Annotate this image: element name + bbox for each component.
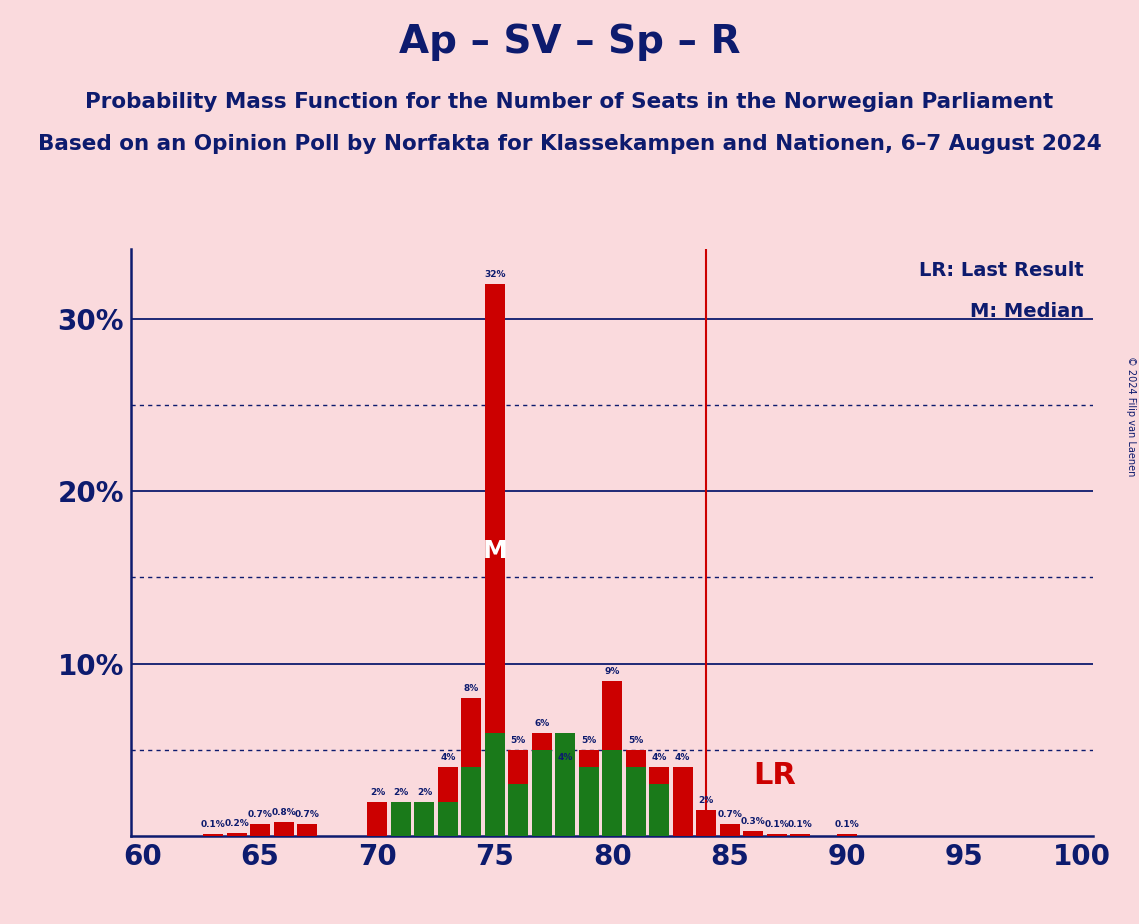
Text: LR: Last Result: LR: Last Result <box>919 261 1084 280</box>
Text: 0.1%: 0.1% <box>788 821 812 830</box>
Text: M: M <box>483 540 507 564</box>
Text: 5%: 5% <box>581 736 597 745</box>
Bar <box>227 833 247 836</box>
Bar <box>368 802 387 836</box>
Text: 9%: 9% <box>605 667 620 675</box>
Bar <box>603 750 622 836</box>
Text: 8%: 8% <box>464 684 480 693</box>
Bar <box>743 831 763 836</box>
Bar <box>790 834 810 836</box>
Text: 5%: 5% <box>510 736 526 745</box>
Text: 4%: 4% <box>675 753 690 762</box>
Text: Ap – SV – Sp – R: Ap – SV – Sp – R <box>399 23 740 61</box>
Bar <box>532 750 551 836</box>
Text: 0.7%: 0.7% <box>295 810 319 819</box>
Text: 32%: 32% <box>484 270 506 279</box>
Bar <box>696 810 716 836</box>
Bar <box>391 802 411 836</box>
Bar <box>579 767 599 836</box>
Bar <box>649 784 669 836</box>
Bar <box>485 733 505 836</box>
Bar <box>603 681 622 836</box>
Bar <box>720 824 739 836</box>
Text: 2%: 2% <box>417 787 432 796</box>
Text: 0.7%: 0.7% <box>247 810 272 819</box>
Bar <box>203 834 223 836</box>
Text: 0.3%: 0.3% <box>740 817 765 826</box>
Text: 5%: 5% <box>628 736 644 745</box>
Text: 2%: 2% <box>698 796 714 805</box>
Bar <box>508 750 528 836</box>
Bar <box>437 767 458 836</box>
Bar <box>461 767 482 836</box>
Text: Based on an Opinion Poll by Norfakta for Klassekampen and Nationen, 6–7 August 2: Based on an Opinion Poll by Norfakta for… <box>38 134 1101 154</box>
Bar <box>297 824 317 836</box>
Text: 6%: 6% <box>534 719 549 727</box>
Text: 0.1%: 0.1% <box>764 821 789 830</box>
Bar <box>391 802 411 836</box>
Text: 0.7%: 0.7% <box>718 810 741 819</box>
Bar <box>556 767 575 836</box>
Text: 4%: 4% <box>440 753 456 762</box>
Text: 0.1%: 0.1% <box>835 821 859 830</box>
Bar <box>532 733 551 836</box>
Bar <box>837 834 857 836</box>
Bar <box>649 767 669 836</box>
Bar <box>485 284 505 836</box>
Text: LR: LR <box>753 761 796 790</box>
Bar <box>767 834 787 836</box>
Text: 4%: 4% <box>558 753 573 762</box>
Bar <box>556 733 575 836</box>
Bar <box>251 824 270 836</box>
Bar <box>673 767 693 836</box>
Text: M: Median: M: Median <box>969 302 1084 322</box>
Bar <box>579 750 599 836</box>
Bar <box>273 822 294 836</box>
Text: © 2024 Filip van Laenen: © 2024 Filip van Laenen <box>1126 356 1136 476</box>
Text: 4%: 4% <box>652 753 666 762</box>
Bar <box>415 802 434 836</box>
Text: Probability Mass Function for the Number of Seats in the Norwegian Parliament: Probability Mass Function for the Number… <box>85 92 1054 113</box>
Bar <box>508 784 528 836</box>
Text: 0.2%: 0.2% <box>224 819 249 828</box>
Bar <box>625 750 646 836</box>
Text: 2%: 2% <box>370 787 385 796</box>
Bar <box>415 802 434 836</box>
Bar <box>625 767 646 836</box>
Bar <box>461 699 482 836</box>
Text: 2%: 2% <box>393 787 409 796</box>
Text: 0.8%: 0.8% <box>271 808 296 817</box>
Text: 0.1%: 0.1% <box>200 821 226 830</box>
Bar <box>437 802 458 836</box>
